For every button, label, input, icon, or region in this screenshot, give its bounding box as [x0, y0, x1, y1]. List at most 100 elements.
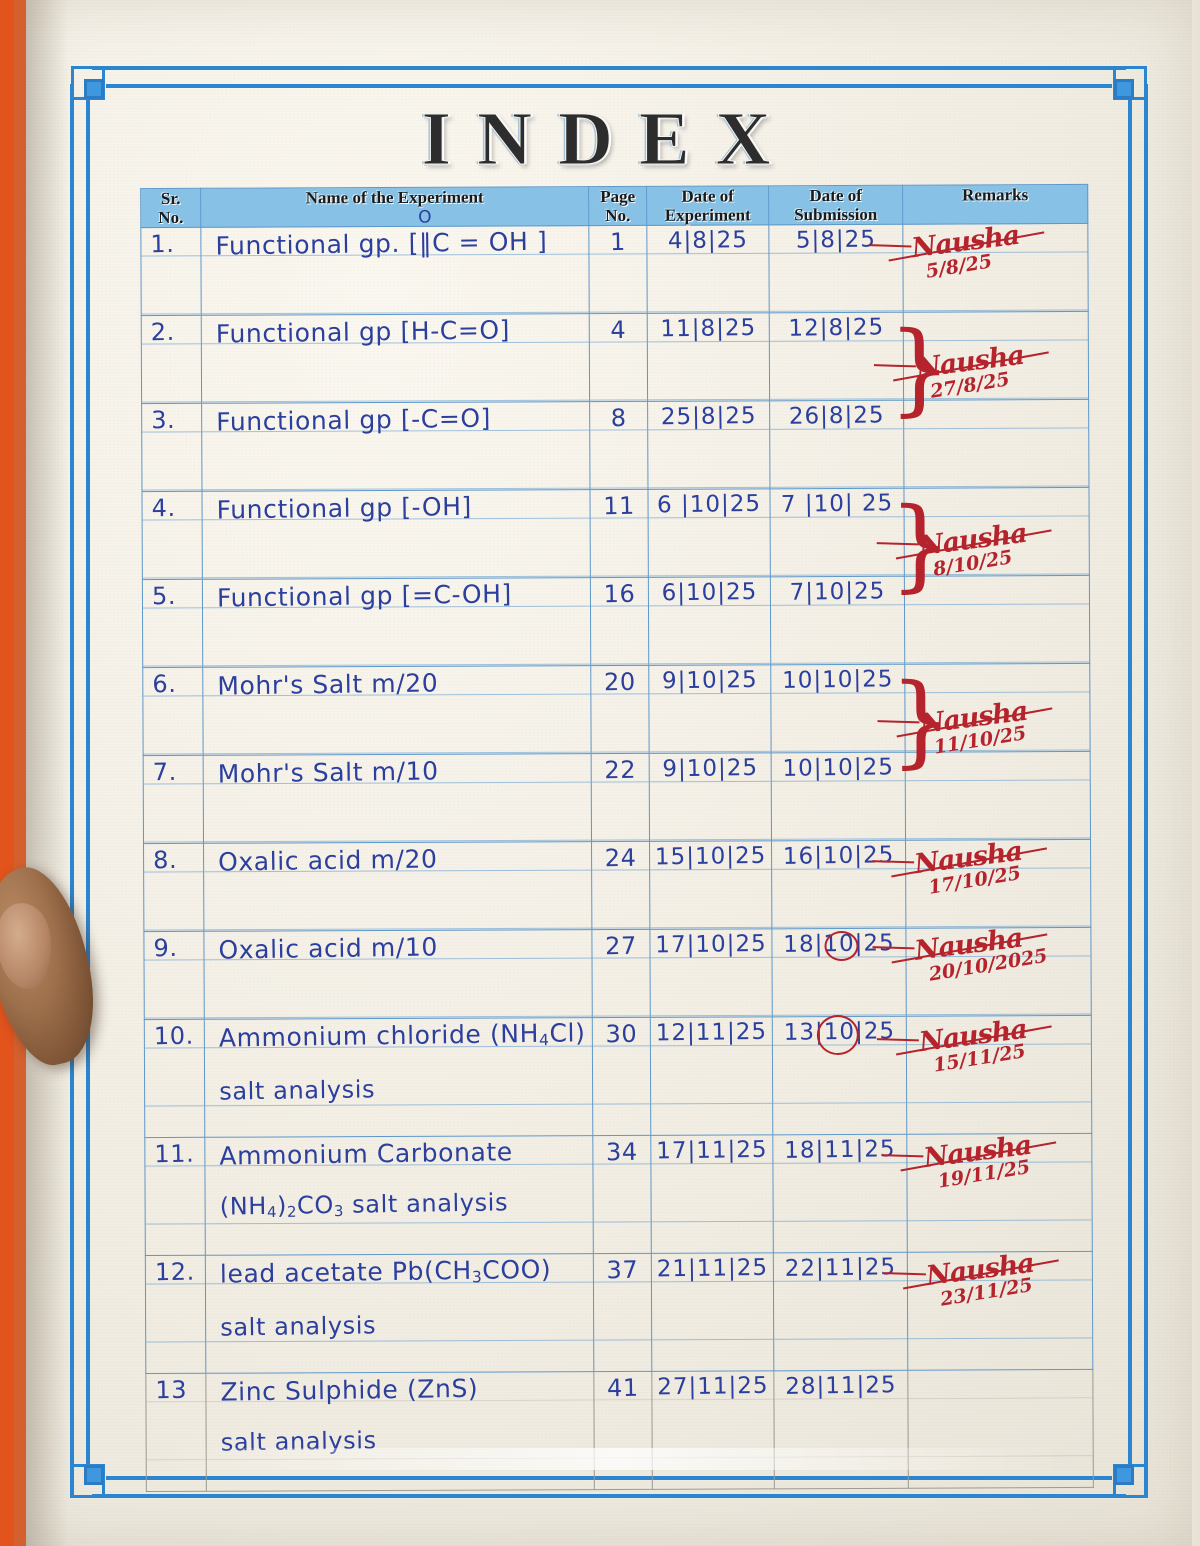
cell-date-submission: 26|8|25	[769, 400, 904, 489]
date-experiment-value: 6|10|25	[661, 578, 758, 607]
cell-remarks: Nausha 19/11/25	[881, 1130, 1093, 1253]
header-dexp-line1: Date of	[681, 186, 734, 206]
cell-experiment-name: Mohr's Salt m/20	[202, 665, 592, 756]
date-submission-value: 7 |10| 25	[780, 490, 894, 518]
header-name: Name of the Experiment	[200, 186, 589, 228]
signature-date: 23/11/25	[938, 1274, 1035, 1311]
header-dsub-line1: Date of	[809, 185, 862, 206]
cell-page-no: 20	[590, 665, 650, 754]
header-page-no: Page No.	[588, 186, 647, 226]
cell-experiment-name: Ammonium Carbonate (NH4)2CO3 salt analys…	[204, 1135, 594, 1256]
experiment-name: Oxalic acid m/10	[218, 932, 439, 965]
page-gutter-shadow	[26, 0, 68, 1546]
page-value: 1	[609, 227, 627, 257]
table-row: 9. Oxalic acid m/10 27 17|10|25 18|10|25…	[143, 923, 1092, 1020]
cell-remarks: Nausha 5/8/25	[869, 220, 1089, 313]
signature-date: 20/10/2025	[927, 944, 1050, 986]
cell-date-experiment: 27|11|25	[651, 1370, 775, 1490]
signature-strike	[891, 933, 1048, 964]
cell-date-experiment: 21|11|25	[651, 1252, 774, 1372]
index-table: Sr. No. Name of the Experiment Page No. …	[140, 184, 1094, 1492]
cell-page-no: 30	[592, 1017, 651, 1136]
cell-page-no: 8	[589, 401, 648, 490]
corner-square-bottom-right	[1114, 1465, 1134, 1485]
header-page-line1: Page	[600, 186, 636, 207]
date-experiment-value: 4|8|25	[667, 227, 749, 255]
date-experiment-value: 17|10|25	[655, 930, 767, 959]
cell-experiment-name: Zinc Sulphide (ZnS) salt analysis	[205, 1371, 595, 1492]
date-submission-value: 5|8|25	[795, 226, 877, 254]
teacher-signature: Nausha 5/8/25	[869, 220, 1045, 283]
cell-date-experiment: 6|10|25	[648, 576, 771, 666]
header-row: Sr. No. Name of the Experiment Page No. …	[140, 184, 1088, 228]
date-submission-value: 10|10|25	[781, 666, 894, 694]
experiment-name: Functional gp [=C-OH]	[216, 579, 513, 613]
experiment-name-line2: (NH4)2CO3 salt analysis	[219, 1188, 509, 1222]
cell-remarks: }	[889, 662, 1091, 779]
table-row: 7. Mohr's Salt m/10 22 9|10|25 10|10|25 …	[143, 696, 1091, 844]
cell-date-experiment: 17|11|25	[650, 1134, 774, 1254]
cell-remarks: Nausha 11/10/25	[877, 696, 1091, 841]
cell-sr-no: 3.	[141, 403, 202, 492]
date-submission-value: 18|10|25	[783, 930, 895, 958]
cell-page-no: 16	[590, 577, 649, 666]
signature-strike	[891, 847, 1048, 878]
table-row: 6. Mohr's Salt m/20 20 9|10|25 10|10|25 …	[142, 662, 1091, 779]
cell-experiment-name: Ammonium chloride (NH4Cl) salt analysis	[204, 1017, 593, 1138]
cell-date-submission: 18|11|25	[772, 1134, 908, 1253]
cell-page-no: 22	[591, 753, 650, 842]
sr-value: 10.	[153, 1021, 195, 1051]
experiment-name: Functional gp [H-C=O]	[215, 315, 511, 349]
cell-date-experiment: 11|8|25	[647, 312, 770, 402]
cell-sr-no: 2.	[141, 315, 202, 404]
cell-date-submission: 7|10|25	[770, 576, 905, 665]
index-table-wrap: Sr. No. Name of the Experiment Page No. …	[140, 184, 1094, 1492]
cell-remarks: Nausha 17/10/25	[872, 836, 1091, 929]
date-submission-value: 26|8|25	[788, 402, 885, 430]
date-submission-value: 10|10|25	[782, 754, 895, 782]
signature-strike	[895, 1025, 1052, 1056]
cell-page-no: 41	[593, 1371, 653, 1490]
corner-outline-top-right	[1113, 66, 1147, 100]
corner-outline-bottom-right	[1113, 1464, 1147, 1498]
cell-date-submission: 10|10|25	[771, 752, 906, 841]
teacher-signature: Nausha 17/10/25	[872, 836, 1048, 899]
date-submission-value: 12|8|25	[788, 314, 885, 342]
cell-page-no: 37	[593, 1253, 652, 1372]
border-line-right-inner	[1128, 100, 1132, 1480]
cell-sr-no: 12.	[145, 1255, 206, 1374]
signature-date: 19/11/25	[936, 1156, 1032, 1193]
signature-name: Nausha	[912, 922, 1025, 967]
date-experiment-value: 15|10|25	[654, 842, 767, 871]
cell-date-submission: 16|10|25	[771, 840, 906, 929]
cell-sr-no: 7.	[143, 755, 204, 844]
cell-experiment-name: Mohr's Salt m/10	[203, 753, 592, 844]
cell-sr-no: 8.	[143, 843, 204, 932]
date-submission-value: 28|11|25	[785, 1372, 897, 1400]
experiment-name: Functional gp [-C=O]	[215, 403, 492, 437]
table-row: 5. Functional gp [=C-OH] 16 6|10|25 7|10…	[142, 518, 1090, 668]
cell-experiment-name: Functional gp [H-C=O]	[201, 313, 590, 404]
cell-page-no: 24	[591, 841, 650, 930]
date-experiment-value: 12|11|25	[655, 1018, 768, 1047]
experiment-name: Functional gp [-OH]	[216, 491, 473, 525]
cell-experiment-name: Functional gp [-C=O]	[201, 401, 590, 492]
sr-value: 1.	[150, 229, 175, 259]
teacher-signature: Nausha 15/11/25	[876, 1014, 1052, 1077]
cell-remarks	[907, 1369, 1094, 1489]
sr-value: 8.	[152, 845, 178, 875]
date-submission-value: 13|10|25	[783, 1018, 896, 1046]
page-value: 41	[606, 1373, 640, 1403]
cell-sr-no: 13	[145, 1373, 207, 1492]
cell-sr-no: 6.	[142, 667, 204, 756]
table-row: 11. Ammonium Carbonate (NH4)2CO3 salt an…	[144, 1130, 1093, 1256]
experiment-name-line2: salt analysis	[219, 1075, 376, 1106]
sr-value: 7.	[152, 757, 178, 787]
cell-date-submission: 18|10|25	[771, 928, 907, 1017]
header-sr-line1: Sr.	[160, 188, 181, 208]
teacher-signature: Nausha 20/10/2025	[872, 923, 1049, 986]
header-sr-line2: No.	[158, 207, 184, 228]
notebook-page: INDEX Sr. No. Name of the Experiment Pag…	[26, 0, 1192, 1546]
experiment-name: Mohr's Salt m/10	[217, 756, 439, 789]
header-sr-no: Sr. No.	[140, 188, 201, 228]
